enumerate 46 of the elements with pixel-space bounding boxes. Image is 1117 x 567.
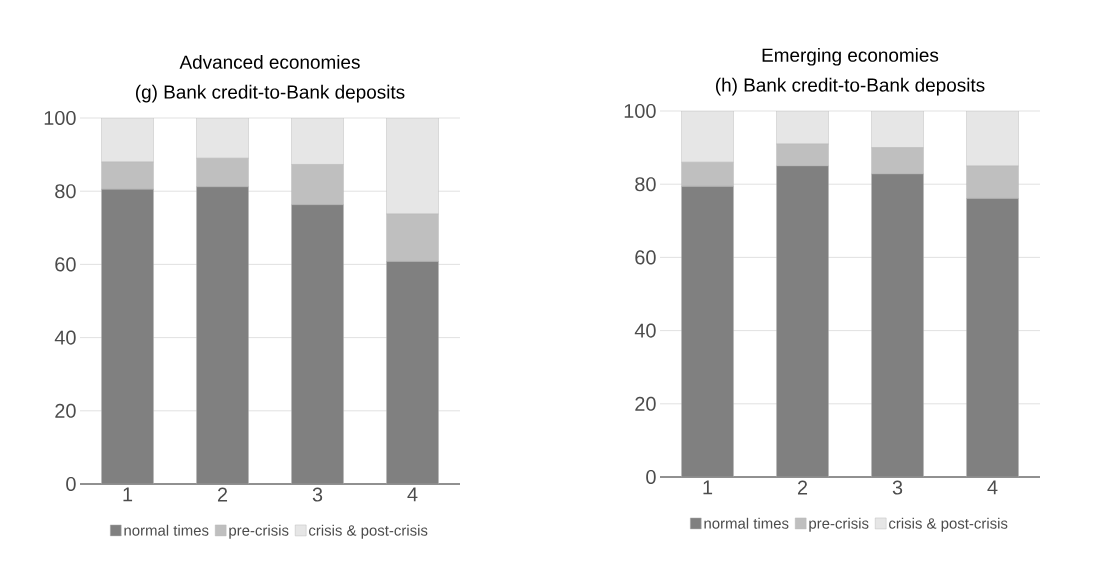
legend-label: pre-crisis — [809, 517, 869, 532]
bar — [291, 118, 344, 165]
x-tick-label: 1 — [123, 487, 133, 502]
bar — [681, 186, 734, 477]
x-tick-label: 3 — [312, 487, 323, 502]
bar — [966, 111, 1019, 167]
x-tick-label: 4 — [407, 487, 418, 502]
y-tick-label: 20 — [55, 403, 76, 418]
y-tick-label: 0 — [66, 476, 76, 492]
x-tick-label: 1 — [703, 480, 713, 495]
y-tick-label: 40 — [634, 323, 656, 338]
legend-label: pre-crisis — [229, 524, 289, 539]
y-tick-label: 80 — [635, 177, 656, 192]
bar — [386, 118, 439, 215]
x-tick-label: 2 — [797, 480, 808, 495]
x-tick-label: 4 — [987, 480, 998, 495]
y-tick-label: 100 — [624, 103, 656, 119]
bar — [386, 261, 439, 484]
y-tick-label: 60 — [635, 250, 656, 265]
bar — [871, 111, 924, 148]
y-tick-label: 100 — [44, 110, 76, 126]
chart-title: Emerging economies — [762, 47, 939, 66]
bar — [966, 198, 1019, 477]
legend-label: normal times — [704, 517, 789, 529]
chart-subtitle: (g) Bank credit-to-Bank deposits — [135, 84, 405, 103]
x-tick-label: 3 — [892, 480, 903, 495]
bar — [196, 118, 249, 159]
chart-title: Advanced economies — [179, 54, 360, 69]
x-tick-label: 2 — [217, 487, 228, 502]
legend-label: crisis & post-crisis — [309, 524, 428, 539]
y-tick-label: 40 — [54, 330, 76, 345]
legend-label: normal times — [124, 524, 209, 536]
bar — [871, 173, 924, 477]
y-tick-label: 60 — [55, 257, 76, 272]
bar — [101, 189, 154, 484]
bar — [196, 186, 249, 484]
legend-label: crisis & post-crisis — [889, 517, 1008, 532]
y-tick-label: 0 — [646, 469, 656, 485]
bar — [776, 165, 829, 477]
y-tick-label: 20 — [635, 396, 656, 411]
bar — [681, 111, 734, 163]
bar — [776, 111, 829, 145]
bar — [101, 118, 154, 163]
bar — [291, 204, 344, 484]
chart-subtitle: (h) Bank credit-to-Bank deposits — [715, 77, 985, 96]
y-tick-label: 80 — [55, 184, 76, 199]
